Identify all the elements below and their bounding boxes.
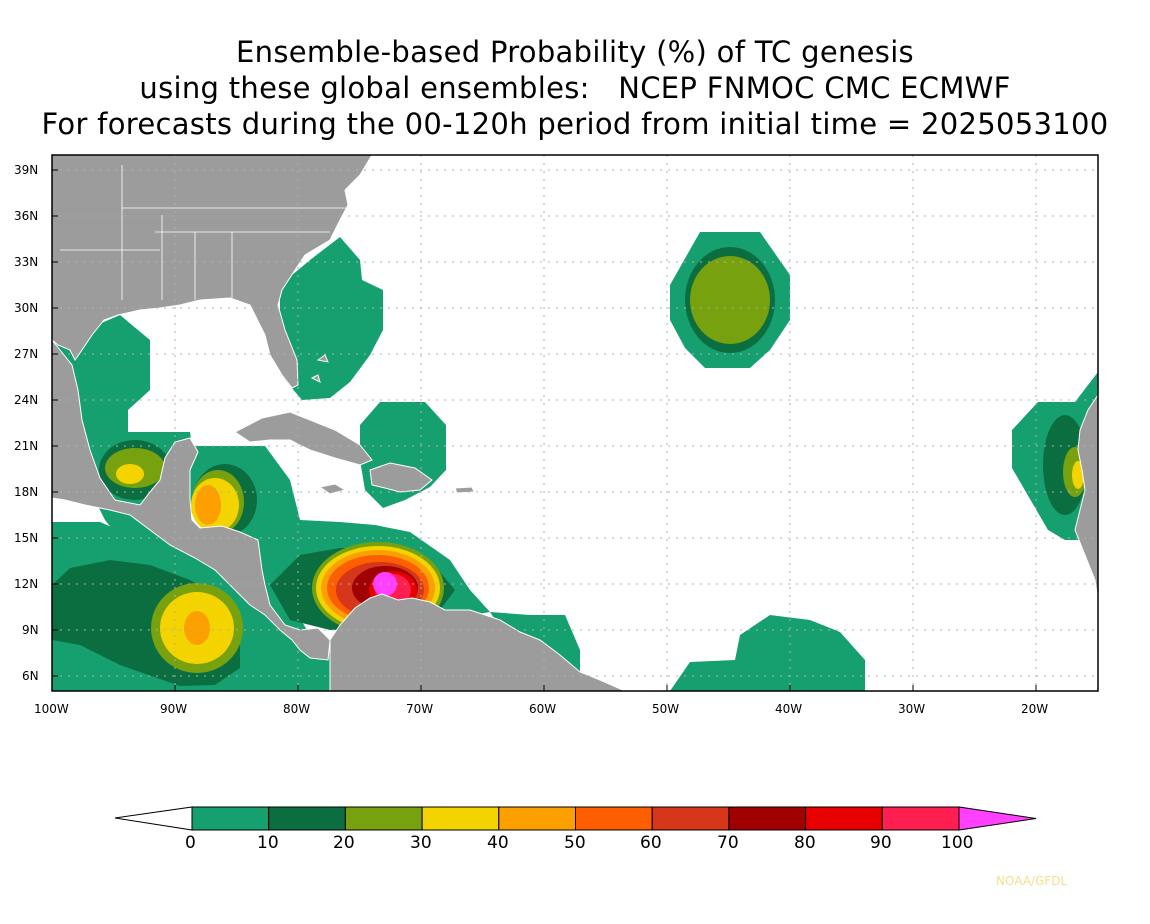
colorbar-low-arrow bbox=[114, 806, 193, 831]
jamaica bbox=[318, 483, 347, 495]
bahamas bbox=[310, 354, 329, 383]
cuba bbox=[234, 411, 373, 466]
lat-label: 12N bbox=[14, 577, 39, 591]
lat-label: 9N bbox=[22, 623, 39, 637]
colorbar-tick-label: 30 bbox=[410, 833, 432, 853]
colorbar-box bbox=[575, 806, 653, 831]
colorbar-tick-label: 50 bbox=[564, 833, 586, 853]
colorbar-tick-label: 40 bbox=[487, 833, 509, 853]
contour-east-atl-40 bbox=[1072, 461, 1084, 489]
lon-label: 40W bbox=[775, 702, 803, 716]
colorbar-box bbox=[191, 806, 270, 831]
contour-atl-30 bbox=[690, 256, 770, 344]
credit-label: NOAA/GFDL bbox=[996, 874, 1068, 888]
lat-label: 15N bbox=[14, 531, 39, 545]
colorbar-tick-label: 90 bbox=[870, 833, 892, 853]
mexico-central-america bbox=[52, 339, 331, 661]
colorbar-high-arrow bbox=[958, 806, 1037, 831]
colorbar-box bbox=[344, 806, 423, 831]
colorbar-tick-label: 0 bbox=[185, 833, 196, 853]
colorbar-tick-label: 70 bbox=[717, 833, 739, 853]
lat-label: 30N bbox=[14, 301, 39, 315]
colorbar-tick-label: 10 bbox=[257, 833, 279, 853]
lat-label: 36N bbox=[14, 209, 39, 223]
contour-campeche-40 bbox=[116, 464, 144, 484]
title-line-1: Ensemble-based Probability (%) of TC gen… bbox=[236, 35, 914, 69]
colorbar-tick-label: 20 bbox=[333, 833, 355, 853]
hispaniola bbox=[369, 462, 433, 493]
colorbar-box bbox=[421, 806, 500, 831]
axis-ticks bbox=[52, 169, 1037, 691]
south-america bbox=[329, 593, 626, 691]
title-line-3: For forecasts during the 00-120h period … bbox=[41, 107, 1109, 141]
colorbar-tick-label: 60 bbox=[640, 833, 662, 853]
lon-label: 60W bbox=[529, 702, 557, 716]
lon-label: 20W bbox=[1021, 702, 1049, 716]
colorbar-box bbox=[498, 806, 576, 831]
contour-trop-atl bbox=[670, 615, 865, 691]
title-line-2: using these global ensembles: NCEP FNMOC… bbox=[139, 71, 1011, 105]
lat-label: 18N bbox=[14, 485, 39, 499]
lat-label: 27N bbox=[14, 347, 39, 361]
lon-label: 70W bbox=[406, 702, 434, 716]
contour-epac-50 bbox=[184, 611, 210, 645]
state-borders bbox=[60, 165, 372, 300]
colorbar-box bbox=[651, 806, 730, 831]
colorbar-box bbox=[268, 806, 346, 831]
grid-lines bbox=[52, 155, 1098, 691]
lon-label: 30W bbox=[898, 702, 926, 716]
lon-label: 90W bbox=[160, 702, 188, 716]
contour-gulf-west bbox=[52, 315, 192, 470]
lat-label: 21N bbox=[14, 439, 39, 453]
lat-label: 6N bbox=[22, 669, 39, 683]
lat-label: 24N bbox=[14, 393, 39, 407]
north-america bbox=[52, 155, 373, 389]
colorbar-boxes bbox=[191, 806, 1037, 831]
colorbar-box bbox=[881, 806, 960, 831]
contour-scarib-100 bbox=[373, 572, 397, 596]
contour-se-coast bbox=[280, 237, 383, 400]
colorbar-box bbox=[805, 806, 883, 831]
contour-wcarib-50 bbox=[195, 485, 221, 525]
lat-label: 33N bbox=[14, 255, 39, 269]
colorbar-tick-label: 80 bbox=[794, 833, 816, 853]
land bbox=[52, 155, 1098, 691]
map-frame bbox=[51, 154, 1099, 692]
lat-label: 39N bbox=[14, 163, 39, 177]
lon-label: 100W bbox=[34, 702, 69, 716]
colorbar-box bbox=[728, 806, 807, 831]
lon-label: 50W bbox=[652, 702, 680, 716]
lon-label: 80W bbox=[283, 702, 311, 716]
colorbar-tick-label: 100 bbox=[941, 833, 974, 853]
